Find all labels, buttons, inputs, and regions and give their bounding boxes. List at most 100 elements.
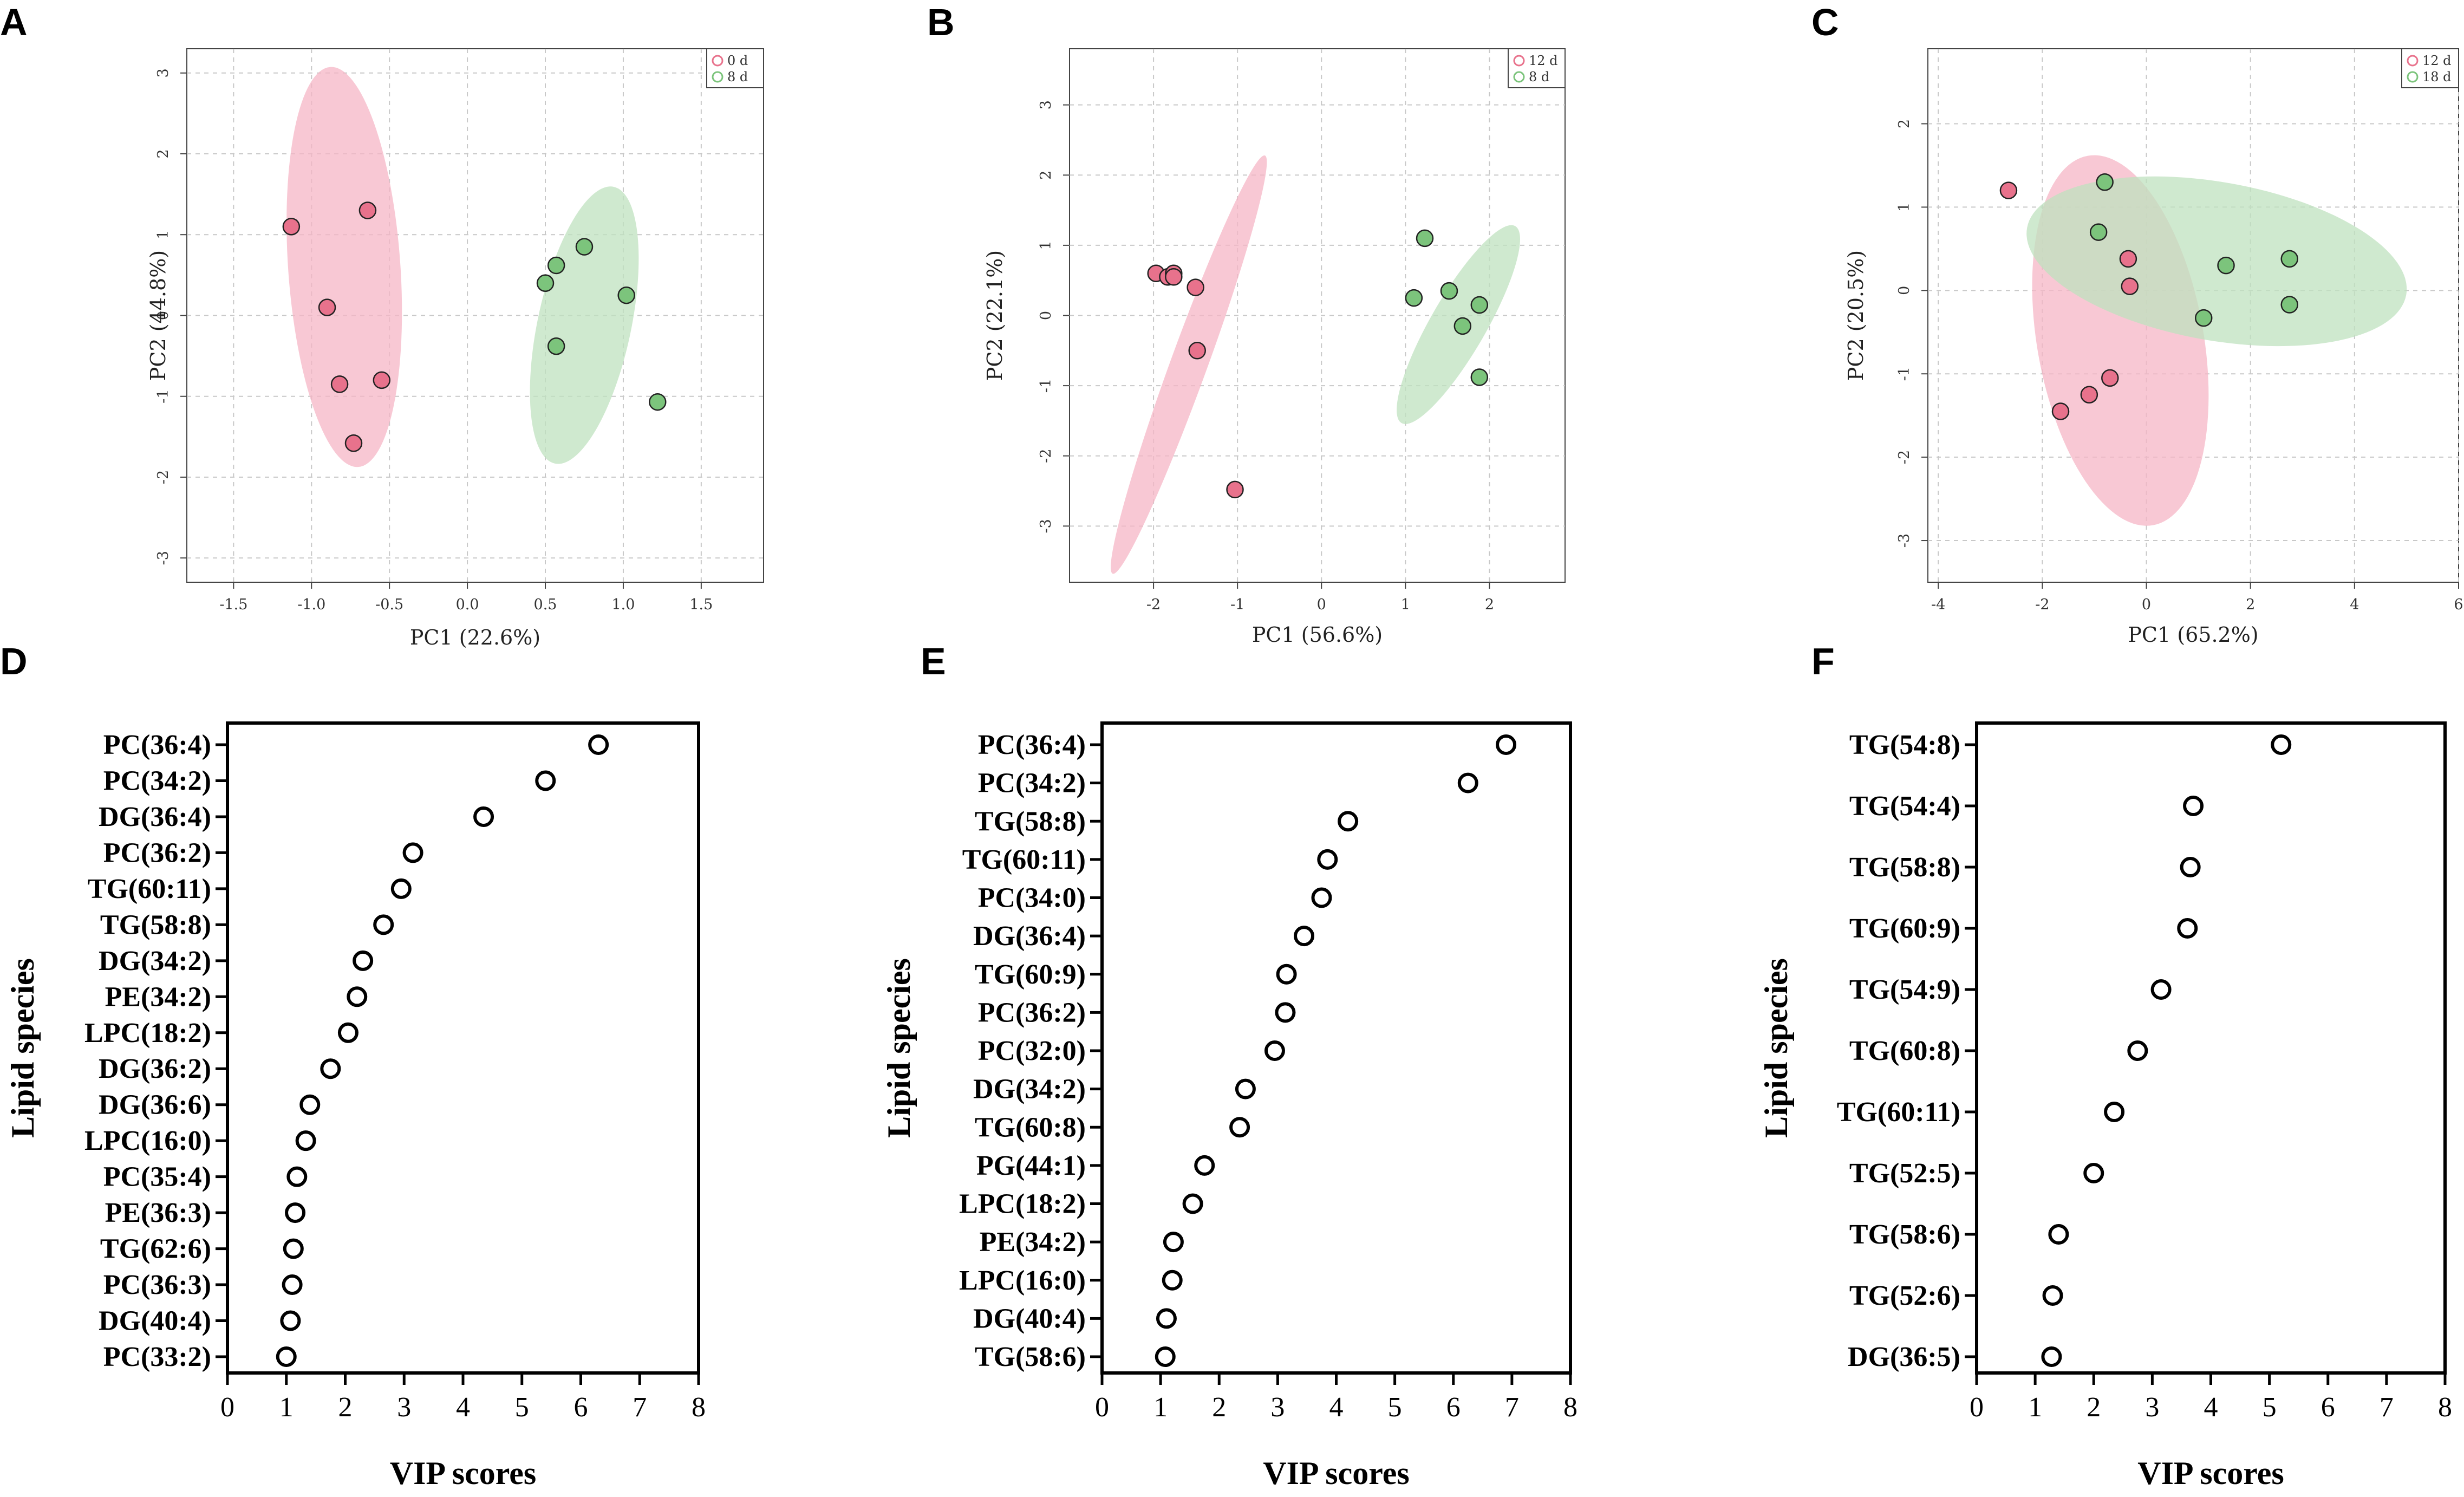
panel-letter-a: A — [0, 1, 28, 43]
vip-point — [1496, 734, 1517, 755]
x-axis-title: PC1 (56.6%) — [1252, 623, 1383, 647]
data-point-2 — [547, 337, 565, 355]
lipid-label: PC(34:2) — [978, 768, 1086, 799]
lipid-label: TG(60:8) — [975, 1112, 1086, 1143]
confidence-ellipse-1 — [286, 67, 402, 467]
data-point-1 — [318, 298, 336, 316]
plot-frame — [1975, 721, 2447, 1375]
x-tick-label: 2 — [338, 1392, 353, 1423]
y-tick-label: 0 — [1896, 286, 1913, 295]
vip-point — [373, 914, 394, 935]
data-point-1 — [358, 201, 377, 219]
x-tick-label: 2 — [1212, 1392, 1226, 1423]
vip-point — [588, 734, 609, 755]
x-tick-label: 1 — [2028, 1392, 2042, 1423]
vip-point — [1194, 1155, 1215, 1176]
x-tick-label: 2 — [2087, 1392, 2101, 1423]
y-tick-label: -1 — [1896, 367, 1913, 381]
x-tick-label: 5 — [515, 1392, 529, 1423]
lipid-label: PC(36:2) — [978, 997, 1086, 1028]
y-tick-label: 3 — [1038, 100, 1054, 109]
data-point-2 — [2217, 256, 2235, 275]
legend-label-1: 0 d — [727, 53, 748, 68]
pca-plot-a: -1.5 -1.0 -0.5 0.0 0.5 1.0 1.5 -3 -2 -1 0 1 2 3 0 d8 d… — [146, 48, 764, 649]
x-tick-label: -2 — [2035, 596, 2049, 613]
x-tick-label: 0 — [2142, 596, 2151, 613]
legend-marker-2 — [712, 71, 723, 83]
confidence-ellipse-2 — [2026, 176, 2407, 347]
vip-point — [1311, 887, 1332, 908]
y-tick-label: -1 — [1038, 379, 1054, 393]
y-tick-label: -3 — [1896, 533, 1913, 548]
data-point-2 — [649, 393, 667, 411]
vip-point — [1182, 1193, 1203, 1214]
y-axis-title: PC2 (22.1%) — [983, 250, 1007, 381]
data-point-2 — [1470, 296, 1489, 314]
vip-point — [283, 1238, 304, 1259]
lipid-label: PC(36:2) — [103, 837, 211, 868]
x-tick-label: 6 — [1446, 1392, 1461, 1423]
lipid-label: TG(54:9) — [1849, 974, 1960, 1005]
data-point-1 — [2080, 386, 2098, 403]
y-tick-label: 0 — [155, 311, 172, 320]
lipid-label: PE(36:3) — [105, 1197, 211, 1228]
vip-point — [1156, 1308, 1177, 1329]
vip-plot-f: 0 1 2 3 4 5 6 7 8 TG(54:8) TG(54:4) TG(58:8) TG(60:9… — [1758, 721, 2452, 1491]
legend-marker-1 — [712, 55, 723, 67]
plot-frame — [1100, 721, 1572, 1375]
x-tick-label: 0 — [220, 1392, 234, 1423]
data-point-2 — [1405, 289, 1423, 307]
y-tick-label: 1 — [1038, 240, 1054, 250]
lipid-label: DG(40:4) — [973, 1303, 1086, 1334]
x-axis-title: VIP scores — [1263, 1455, 1410, 1491]
x-tick-label: 0 — [1970, 1392, 1984, 1423]
x-tick-label: 2 — [2246, 596, 2255, 613]
panel-b: B -2 -1 0 1 2 -3 -2 -1 0 1 2 3 12 d8 d PC1 (56.6%) PC2… — [927, 1, 1566, 647]
vip-plot-d: 0 1 2 3 4 5 6 7 8 PC(36:4) PC(34:2) DG(36:4) PC(36:2… — [5, 721, 706, 1491]
legend-label-2: 8 d — [1529, 69, 1549, 84]
lipid-label: TG(58:8) — [100, 909, 211, 940]
lipid-label: TG(60:9) — [1849, 913, 1960, 944]
x-tick-label: -4 — [1931, 596, 1945, 613]
x-tick-label: 7 — [1505, 1392, 1519, 1423]
vip-point — [347, 986, 368, 1007]
vip-point — [1276, 964, 1297, 985]
lipid-label: TG(60:8) — [1849, 1036, 1960, 1066]
confidence-ellipse-1 — [1111, 155, 1267, 574]
y-tick-label: -2 — [155, 470, 172, 484]
panel-f: F 0 1 2 3 4 5 6 7 8 TG(54:8) TG(54:4) TG(58:8) TG(60… — [1758, 640, 2452, 1491]
vip-point — [2150, 979, 2172, 1000]
lipid-label: DG(36:4) — [973, 921, 1086, 952]
lipid-label: DG(34:2) — [99, 946, 211, 977]
data-point-1 — [373, 371, 391, 389]
data-point-1 — [330, 375, 349, 393]
lipid-label: DG(36:6) — [99, 1090, 211, 1121]
y-tick-label: -2 — [1038, 449, 1054, 463]
legend-label-1: 12 d — [2422, 53, 2452, 68]
legend-label-2: 8 d — [727, 69, 748, 84]
x-axis-title: PC1 (22.6%) — [410, 626, 540, 649]
lipid-label: TG(60:11) — [88, 874, 211, 904]
lipid-label: LPC(16:0) — [959, 1265, 1086, 1296]
vip-point — [2271, 734, 2292, 755]
lipid-label: TG(60:11) — [1837, 1097, 1960, 1128]
y-tick-label: 2 — [155, 149, 172, 158]
x-tick-label: 8 — [1563, 1392, 1578, 1423]
lipid-label: TG(54:4) — [1849, 791, 1960, 822]
data-point-1 — [1226, 480, 1244, 499]
data-point-2 — [536, 274, 555, 292]
x-tick-label: 4 — [2204, 1392, 2218, 1423]
vip-point — [337, 1022, 358, 1043]
vip-point — [2127, 1040, 2148, 1061]
legend-label-1: 12 d — [1529, 53, 1558, 68]
lipid-label: PE(34:2) — [105, 981, 211, 1012]
vip-point — [280, 1310, 301, 1331]
panel-letter-e: E — [921, 640, 946, 682]
x-tick-label: 1.0 — [611, 596, 635, 613]
lipid-label: PC(35:4) — [103, 1162, 211, 1193]
data-point-1 — [344, 434, 363, 452]
lipid-label: PC(34:2) — [103, 765, 211, 796]
lipid-label: PC(36:4) — [103, 730, 211, 760]
data-point-1 — [1188, 342, 1206, 360]
data-point-2 — [2280, 296, 2298, 314]
